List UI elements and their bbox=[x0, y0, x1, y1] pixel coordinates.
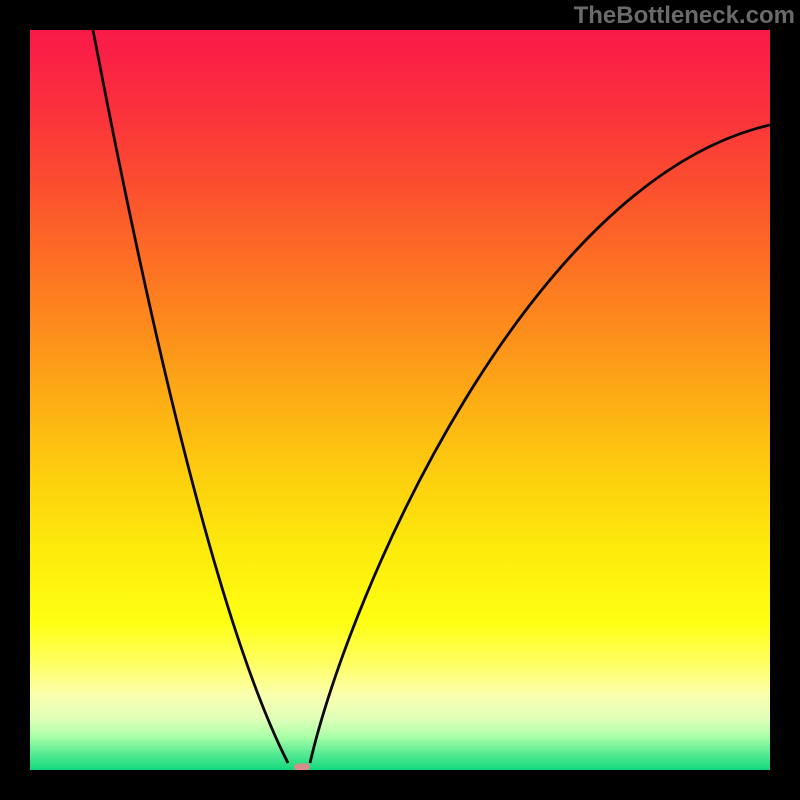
notch-marker bbox=[294, 764, 310, 771]
watermark-text: TheBottleneck.com bbox=[574, 2, 795, 30]
plot-area bbox=[30, 30, 770, 770]
chart-container: TheBottleneck.com bbox=[0, 0, 800, 800]
plot-svg bbox=[30, 30, 770, 770]
gradient-bg bbox=[30, 30, 770, 770]
